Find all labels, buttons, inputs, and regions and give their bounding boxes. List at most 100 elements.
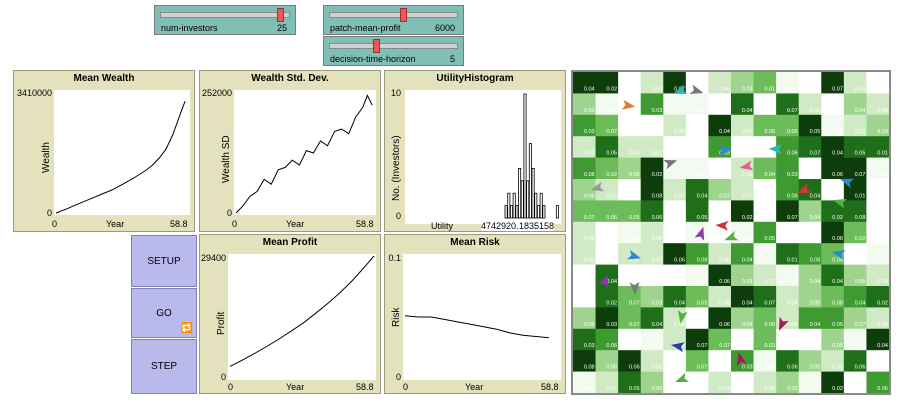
patch[interactable] xyxy=(573,350,596,372)
patch[interactable] xyxy=(618,114,642,137)
patch[interactable] xyxy=(731,200,754,223)
patch[interactable] xyxy=(618,200,642,223)
patch[interactable] xyxy=(866,350,889,372)
patch[interactable] xyxy=(663,286,687,308)
patch[interactable] xyxy=(753,286,777,308)
turtle-arrow-icon[interactable] xyxy=(672,84,688,99)
patch[interactable] xyxy=(866,328,889,351)
patch[interactable] xyxy=(663,371,687,393)
patch[interactable] xyxy=(866,371,889,393)
patch[interactable] xyxy=(798,264,822,287)
patch[interactable] xyxy=(640,264,664,287)
patch[interactable] xyxy=(753,72,777,94)
patch[interactable] xyxy=(821,200,845,223)
turtle-arrow-icon[interactable] xyxy=(621,99,636,112)
patch[interactable] xyxy=(595,200,619,223)
patch[interactable] xyxy=(866,72,889,94)
patch[interactable] xyxy=(685,157,709,180)
patch[interactable] xyxy=(866,179,889,201)
patch[interactable] xyxy=(753,114,777,137)
patch[interactable] xyxy=(708,328,732,351)
turtle-arrow-icon[interactable] xyxy=(734,351,747,367)
patch[interactable] xyxy=(798,221,822,244)
patch[interactable] xyxy=(640,328,664,351)
patch[interactable] xyxy=(685,350,709,372)
patch[interactable] xyxy=(866,136,889,158)
patch[interactable] xyxy=(821,243,845,265)
patch[interactable] xyxy=(866,200,889,223)
patch[interactable] xyxy=(866,221,889,244)
patch[interactable] xyxy=(776,243,800,265)
patch[interactable] xyxy=(595,350,619,372)
turtle-arrow-icon[interactable] xyxy=(718,144,733,156)
turtle-arrow-icon[interactable] xyxy=(739,160,754,172)
patch[interactable] xyxy=(798,157,822,180)
turtle-arrow-icon[interactable] xyxy=(831,247,846,260)
slider-patch-mean-profit[interactable]: patch-mean-profit 6000 xyxy=(323,5,464,35)
patch[interactable] xyxy=(866,114,889,137)
patch[interactable] xyxy=(708,72,732,94)
patch[interactable] xyxy=(776,93,800,116)
patch[interactable] xyxy=(731,286,754,308)
setup-button[interactable]: SETUP xyxy=(131,235,197,287)
patch[interactable] xyxy=(685,328,709,351)
patch[interactable] xyxy=(640,286,664,308)
patch[interactable] xyxy=(843,157,867,180)
patch[interactable] xyxy=(573,179,596,201)
patch[interactable] xyxy=(798,93,822,116)
patch[interactable] xyxy=(708,350,732,372)
patch[interactable] xyxy=(708,93,732,116)
turtle-arrow-icon[interactable] xyxy=(774,316,789,333)
patch[interactable] xyxy=(573,114,596,137)
turtle-arrow-icon[interactable] xyxy=(795,183,812,197)
patch[interactable] xyxy=(821,136,845,158)
patch[interactable] xyxy=(573,93,596,116)
patch[interactable] xyxy=(731,72,754,94)
patch[interactable] xyxy=(753,221,777,244)
patch[interactable] xyxy=(821,221,845,244)
turtle-arrow-icon[interactable] xyxy=(589,181,605,195)
patch[interactable] xyxy=(776,157,800,180)
patch[interactable] xyxy=(731,93,754,116)
patch[interactable] xyxy=(843,350,867,372)
patch[interactable] xyxy=(843,307,867,330)
patch[interactable] xyxy=(640,200,664,223)
patch[interactable] xyxy=(731,136,754,158)
patch[interactable] xyxy=(663,221,687,244)
patch[interactable] xyxy=(685,307,709,330)
patch[interactable] xyxy=(573,221,596,244)
patch[interactable] xyxy=(753,93,777,116)
patch[interactable] xyxy=(843,72,867,94)
slider-track[interactable] xyxy=(329,43,458,49)
world-canvas[interactable]: 0.04 0.02 0.03 0.02 0.06 0.03 0.01 0.05 0.07 0.08… xyxy=(573,72,889,393)
patch[interactable] xyxy=(866,93,889,116)
patch[interactable] xyxy=(753,264,777,287)
patch[interactable] xyxy=(708,264,732,287)
patch[interactable] xyxy=(640,243,664,265)
patch[interactable] xyxy=(618,221,642,244)
patch[interactable] xyxy=(776,114,800,137)
patch[interactable] xyxy=(798,179,822,201)
patch[interactable] xyxy=(821,93,845,116)
patch[interactable] xyxy=(798,243,822,265)
turtle-arrow-icon[interactable] xyxy=(723,230,739,245)
patch[interactable] xyxy=(573,328,596,351)
turtle-arrow-icon[interactable] xyxy=(673,372,690,387)
patch[interactable] xyxy=(821,114,845,137)
patch[interactable] xyxy=(685,200,709,223)
patch[interactable] xyxy=(573,200,596,223)
patch[interactable] xyxy=(731,328,754,351)
slider-track[interactable] xyxy=(329,12,458,18)
patch[interactable] xyxy=(821,179,845,201)
patch[interactable] xyxy=(618,307,642,330)
patch[interactable] xyxy=(685,136,709,158)
world-view[interactable]: 0.04 0.02 0.03 0.02 0.06 0.03 0.01 0.05 0.07 0.08… xyxy=(571,70,891,395)
patch[interactable] xyxy=(798,371,822,393)
patch[interactable] xyxy=(731,221,754,244)
patch[interactable] xyxy=(640,350,664,372)
slider-track[interactable] xyxy=(160,12,290,18)
turtle-arrow-icon[interactable] xyxy=(768,144,782,155)
patch[interactable] xyxy=(640,307,664,330)
patch[interactable] xyxy=(731,371,754,393)
patch[interactable] xyxy=(821,157,845,180)
